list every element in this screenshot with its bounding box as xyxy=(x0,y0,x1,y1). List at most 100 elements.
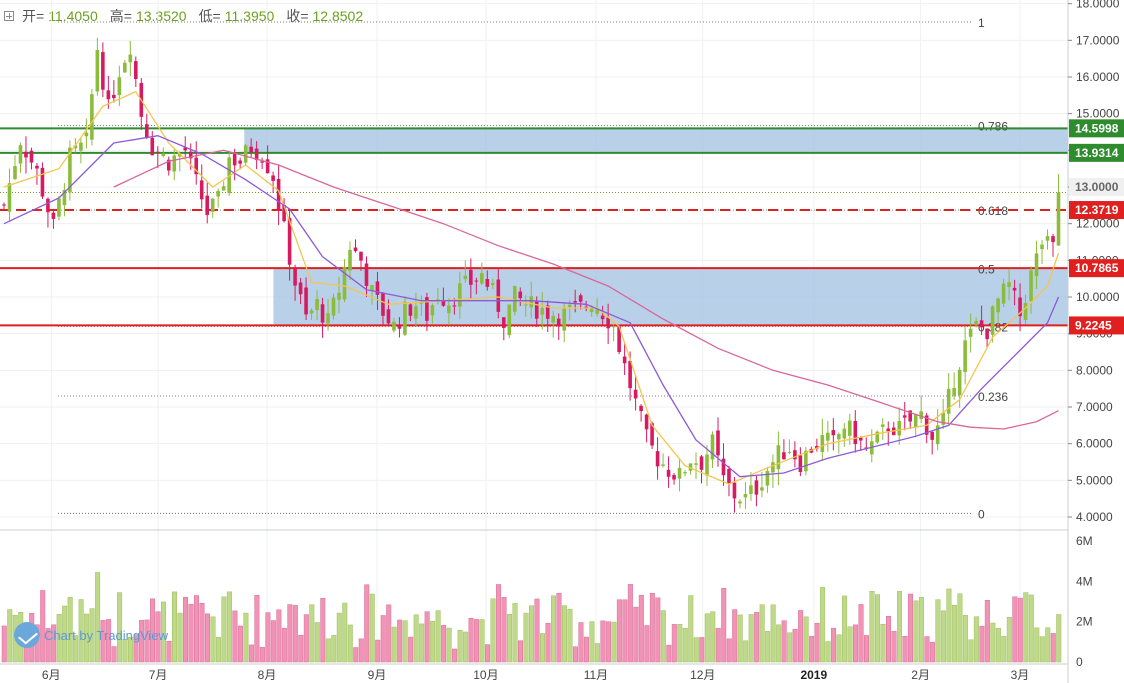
volume-bar xyxy=(336,612,342,663)
ohlc-legend: 开= 11.4050 高= 13.3520 低= 11.3950 收= 12.8502 xyxy=(4,6,371,26)
volume-bar xyxy=(853,624,859,663)
volume-bar xyxy=(556,593,562,663)
price-tick-label: 5.0000 xyxy=(1076,473,1113,487)
price-tag-label: 14.5998 xyxy=(1075,121,1119,135)
candle-body xyxy=(1040,244,1044,250)
candle-body xyxy=(556,318,561,327)
volume-bar xyxy=(781,620,787,663)
volume-bar xyxy=(67,597,73,663)
candle-body xyxy=(985,328,989,340)
volume-bar xyxy=(380,615,386,663)
volume-bar xyxy=(117,592,123,663)
volume-bar xyxy=(402,620,408,663)
volume-bar xyxy=(369,593,375,663)
time-tick-label: 9月 xyxy=(368,668,387,682)
candle-body xyxy=(727,468,731,484)
candle-body xyxy=(518,291,523,299)
volume-bar xyxy=(710,611,716,663)
volume-bar xyxy=(649,592,655,663)
volume-bar xyxy=(809,636,815,663)
chart-grid xyxy=(0,0,1068,662)
volume-bar xyxy=(182,597,188,663)
candle-body xyxy=(441,300,446,306)
volume-bar xyxy=(847,626,853,663)
candle-body xyxy=(677,467,682,479)
candle-body xyxy=(941,412,945,425)
volume-bar xyxy=(803,616,809,663)
candle-body xyxy=(144,124,149,138)
close-value: 12.8502 xyxy=(312,8,364,24)
volume-bar xyxy=(1028,594,1034,663)
candle-body xyxy=(644,414,649,430)
candle-body xyxy=(359,251,363,261)
volume-bar xyxy=(875,594,881,663)
candle-body xyxy=(963,340,967,373)
volume-bar xyxy=(237,625,243,663)
volume-bar xyxy=(358,638,364,663)
volume-bar xyxy=(792,628,798,663)
volume-bar xyxy=(754,612,760,663)
candle-body xyxy=(815,445,819,449)
volume-bar xyxy=(539,633,545,663)
candle-body xyxy=(166,159,171,171)
candle-body xyxy=(633,389,638,399)
candle-body xyxy=(990,306,995,335)
volume-bar xyxy=(172,591,178,663)
candle-body xyxy=(957,369,962,396)
candle-body xyxy=(974,320,978,326)
volume-bar xyxy=(704,613,710,663)
volume-bar xyxy=(567,608,573,663)
candle-body xyxy=(155,151,160,153)
candle-body xyxy=(529,296,534,308)
time-tick-label: 7月 xyxy=(149,668,168,682)
candle-body xyxy=(40,167,45,197)
volume-bar xyxy=(177,612,183,663)
fib-label: 0 xyxy=(978,507,985,521)
candle-body xyxy=(123,62,127,73)
volume-bar xyxy=(589,621,595,663)
volume-bar xyxy=(990,622,996,663)
candle-body xyxy=(820,435,825,453)
volume-bar xyxy=(759,604,765,663)
volume-bar xyxy=(633,606,639,663)
volume-bar xyxy=(298,634,304,663)
tradingview-logo-icon xyxy=(14,622,40,648)
volume-tick-label: 6M xyxy=(1076,534,1093,548)
price-tag-box xyxy=(1069,316,1124,335)
candle-body xyxy=(913,414,918,428)
candle-body xyxy=(1034,253,1039,277)
expand-icon[interactable] xyxy=(4,11,14,21)
candle-body xyxy=(106,90,111,100)
candle-body xyxy=(287,217,292,265)
open-label: 开= xyxy=(22,8,45,24)
candle-body xyxy=(1051,236,1055,243)
candle-body xyxy=(150,137,155,156)
fib-label: 0.618 xyxy=(978,204,1008,218)
volume-bar xyxy=(518,640,524,663)
volume-bar xyxy=(902,635,908,663)
volume-bar xyxy=(572,646,578,663)
candle-body xyxy=(232,153,237,166)
volume-bar xyxy=(1045,627,1051,663)
open-value: 11.4050 xyxy=(48,8,98,24)
candle-body xyxy=(348,249,352,271)
volume-bar xyxy=(320,598,326,663)
candle-body xyxy=(589,308,594,313)
volume-bar xyxy=(726,638,732,663)
volume-bar xyxy=(375,639,381,663)
candle-body xyxy=(62,189,67,206)
volume-bar xyxy=(84,613,90,663)
candle-body xyxy=(578,295,583,302)
volume-bar xyxy=(891,631,897,663)
volume-bar xyxy=(193,595,199,663)
candle-body xyxy=(386,309,391,324)
candle-body xyxy=(271,175,275,181)
candle-body xyxy=(73,145,78,149)
volume-bar xyxy=(913,600,919,663)
volume-bar xyxy=(644,625,650,663)
time-tick-label: 11月 xyxy=(584,668,608,682)
candle-body xyxy=(875,431,880,443)
volume-bar xyxy=(946,588,952,663)
